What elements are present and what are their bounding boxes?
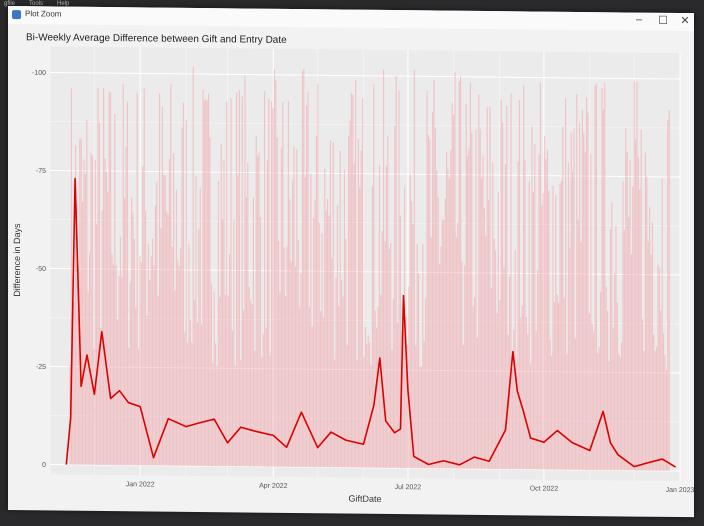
app-icon	[12, 10, 21, 20]
menu-item-file[interactable]: gfile	[4, 1, 16, 7]
chart-area: 0 -25 -50 -75 -100 Jan 2022 Apr 2022 Jul 2022 Oc…	[8, 24, 694, 517]
x-tick-label: Jan 2022	[126, 481, 155, 488]
grid-major-y	[50, 169, 680, 178]
y-tick-label: -75	[36, 168, 46, 175]
grid-major-y	[50, 71, 680, 80]
plot-zoom-window: Plot Zoom – ☐ ✕ 0 -25 -50 -75 -100 Jan 2022 Ap…	[8, 6, 694, 518]
y-tick-label: -100	[32, 70, 46, 77]
minimize-button[interactable]: –	[635, 13, 643, 26]
menu-item-tools[interactable]: Tools	[29, 1, 44, 7]
y-tick-label: -25	[36, 364, 46, 371]
x-tick-label: Jul 2022	[395, 484, 422, 491]
window-title: Plot Zoom	[25, 9, 62, 19]
menu-item-help[interactable]: Help	[57, 1, 70, 7]
x-tick-label: Oct 2022	[530, 485, 559, 492]
y-axis-label: Difference in Days	[12, 223, 22, 297]
close-button[interactable]: ✕	[680, 15, 690, 28]
grid-minor-y	[50, 121, 680, 129]
x-tick-label: Apr 2022	[259, 483, 288, 490]
ide-menu-bar: gfile Tools Help	[0, 0, 304, 9]
y-tick-label: -50	[36, 266, 46, 273]
plot-svg: 0 -25 -50 -75 -100 Jan 2022 Apr 2022 Jul 2022 Oc…	[12, 46, 694, 504]
y-tick-label: 0	[42, 462, 46, 469]
x-tick-label: Jan 2023	[666, 487, 694, 494]
series-line-0	[65, 177, 677, 468]
maximize-button[interactable]: ☐	[658, 14, 668, 27]
x-axis-label: GiftDate	[348, 494, 381, 504]
